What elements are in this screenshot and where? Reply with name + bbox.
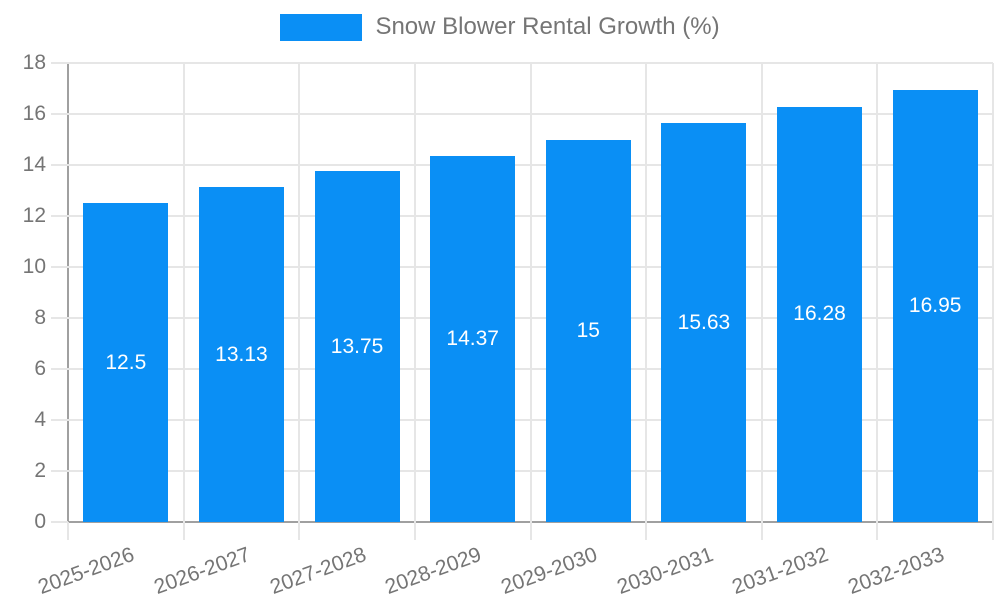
bar[interactable]: 13.75 [314, 171, 400, 522]
x-tick-mark [876, 522, 879, 540]
y-tick-mark [51, 419, 68, 421]
y-tick-mark [51, 521, 68, 523]
gridline-vertical [760, 63, 763, 522]
bar[interactable]: 13.13 [198, 187, 284, 522]
y-tick-mark [51, 164, 68, 166]
bar[interactable]: 12.5 [83, 203, 169, 522]
x-tick-label: 2027-2028 [266, 543, 369, 599]
y-tick-label: 4 [34, 408, 46, 431]
y-tick-mark [51, 317, 68, 319]
bar-value-label: 16.28 [793, 302, 846, 326]
gridline-vertical [876, 63, 879, 522]
x-tick-mark [992, 522, 994, 540]
plot-area: 12.5 13.13 13.75 14.37 15 15.63 16.28 16.95 [68, 62, 994, 522]
x-tick-label: 2031-2032 [729, 543, 832, 599]
bar[interactable]: 16.28 [777, 106, 863, 522]
x-tick-label: 2029-2030 [497, 543, 601, 599]
gridline-vertical [413, 63, 416, 522]
y-tick-label: 2 [34, 459, 46, 482]
y-tick-label: 12 [22, 204, 46, 227]
bar[interactable]: 15 [545, 139, 631, 522]
y-tick-mark [51, 266, 68, 268]
x-tick-mark [298, 522, 301, 540]
x-tick-label: 2028-2029 [382, 543, 485, 599]
y-tick-label: 8 [34, 306, 46, 329]
gridline-vertical [182, 63, 185, 522]
bar-value-label: 14.37 [446, 326, 499, 350]
bar-value-label: 15.63 [677, 310, 731, 334]
legend-swatch [280, 13, 363, 41]
gridline-vertical [645, 63, 648, 522]
x-tick-mark [760, 522, 763, 540]
x-tick-label: 2032-2033 [844, 543, 948, 599]
y-tick-mark [51, 215, 68, 217]
y-axis-line [67, 63, 69, 524]
bar-value-label: 13.13 [215, 342, 268, 366]
bar-value-label: 16.95 [908, 293, 962, 317]
x-tick-mark [645, 522, 648, 540]
x-tick-label: 2030-2031 [613, 543, 716, 599]
x-tick-mark [413, 522, 416, 540]
y-tick-label: 10 [22, 255, 46, 278]
x-tick-mark [67, 522, 69, 540]
x-tick-mark [529, 522, 532, 540]
legend[interactable]: Snow Blower Rental Growth (%) [0, 13, 1000, 41]
gridline-vertical [529, 63, 532, 522]
y-tick-label: 18 [22, 51, 46, 74]
bar-value-label: 13.75 [330, 334, 384, 358]
y-tick-label: 0 [34, 510, 46, 533]
gridline-vertical [298, 63, 301, 522]
y-tick-mark [51, 113, 68, 115]
x-tick-mark [182, 522, 185, 540]
y-tick-label: 16 [22, 102, 46, 125]
y-tick-mark [51, 62, 68, 64]
x-tick-label: 2025-2026 [35, 543, 138, 599]
bar[interactable]: 15.63 [661, 123, 747, 522]
bar[interactable]: 16.95 [892, 89, 978, 522]
bar[interactable]: 14.37 [430, 155, 516, 522]
y-tick-mark [51, 368, 68, 370]
gridline-vertical [992, 63, 994, 522]
y-tick-mark [51, 470, 68, 472]
legend-label: Snow Blower Rental Growth (%) [375, 13, 720, 40]
x-tick-label: 2026-2027 [151, 543, 254, 599]
bar-value-label: 12.5 [105, 350, 147, 374]
y-tick-label: 6 [34, 357, 46, 380]
y-tick-label: 14 [22, 153, 46, 176]
bar-value-label: 15 [576, 318, 600, 342]
